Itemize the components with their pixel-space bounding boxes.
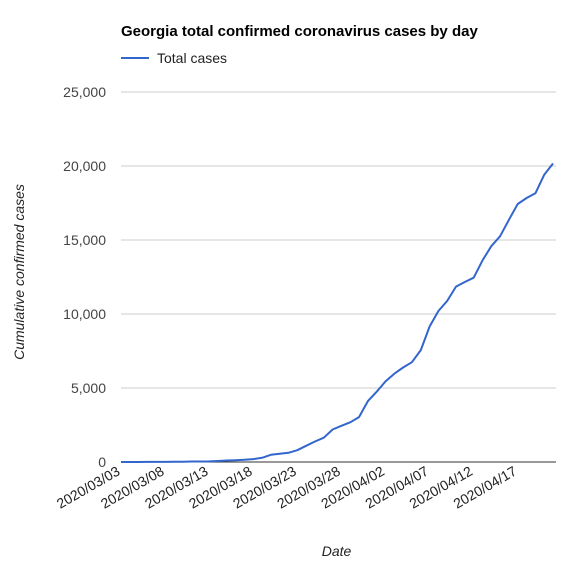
data-point bbox=[367, 400, 369, 402]
data-point bbox=[173, 461, 175, 463]
y-tick-label: 5,000 bbox=[71, 380, 106, 396]
data-point bbox=[288, 452, 290, 454]
y-tick-label: 15,000 bbox=[63, 232, 106, 248]
data-point bbox=[217, 460, 219, 462]
legend: Total cases bbox=[121, 49, 227, 67]
data-point bbox=[402, 367, 404, 369]
data-point bbox=[129, 461, 131, 463]
data-point bbox=[340, 425, 342, 427]
data-point bbox=[517, 203, 519, 205]
data-point bbox=[349, 421, 351, 423]
data-point bbox=[182, 461, 184, 463]
data-point bbox=[499, 235, 501, 237]
y-tick-label: 20,000 bbox=[63, 158, 106, 174]
data-point bbox=[552, 163, 554, 165]
data-point bbox=[376, 391, 378, 393]
chart-title: Georgia total confirmed coronavirus case… bbox=[121, 23, 478, 40]
data-point bbox=[138, 461, 140, 463]
y-tick-label: 0 bbox=[98, 454, 106, 470]
data-point bbox=[534, 192, 536, 194]
data-point bbox=[199, 460, 201, 462]
data-point bbox=[384, 380, 386, 382]
data-point bbox=[429, 325, 431, 327]
legend-label: Total cases bbox=[157, 50, 228, 66]
data-point bbox=[296, 449, 298, 451]
data-point bbox=[358, 416, 360, 418]
data-point bbox=[155, 461, 157, 463]
data-point bbox=[464, 281, 466, 283]
data-point bbox=[543, 174, 545, 176]
series-line-total-cases bbox=[121, 162, 554, 463]
data-point bbox=[332, 428, 334, 430]
data-point bbox=[208, 460, 210, 462]
data-point bbox=[235, 459, 237, 461]
data-point bbox=[146, 461, 148, 463]
data-point bbox=[411, 361, 413, 363]
data-point bbox=[323, 437, 325, 439]
data-point bbox=[270, 454, 272, 456]
data-point bbox=[252, 458, 254, 460]
data-point bbox=[455, 286, 457, 288]
data-point bbox=[481, 259, 483, 261]
data-point bbox=[508, 219, 510, 221]
data-point bbox=[314, 440, 316, 442]
data-point bbox=[473, 277, 475, 279]
data-point bbox=[490, 245, 492, 247]
y-tick-label: 10,000 bbox=[63, 306, 106, 322]
data-point bbox=[243, 459, 245, 461]
data-point bbox=[446, 300, 448, 302]
data-point bbox=[164, 461, 166, 463]
data-point bbox=[526, 197, 528, 199]
y-axis-title: Cumulative confirmed cases bbox=[11, 184, 27, 360]
data-point bbox=[420, 349, 422, 351]
data-point bbox=[437, 310, 439, 312]
data-point bbox=[120, 461, 122, 463]
data-point bbox=[226, 460, 228, 462]
data-point bbox=[279, 453, 281, 455]
legend-swatch bbox=[121, 57, 149, 59]
data-point bbox=[393, 373, 395, 375]
data-point bbox=[261, 457, 263, 459]
x-axis-title: Date bbox=[322, 543, 352, 559]
data-point bbox=[305, 445, 307, 447]
data-point bbox=[191, 461, 193, 463]
y-tick-label: 25,000 bbox=[63, 84, 106, 100]
